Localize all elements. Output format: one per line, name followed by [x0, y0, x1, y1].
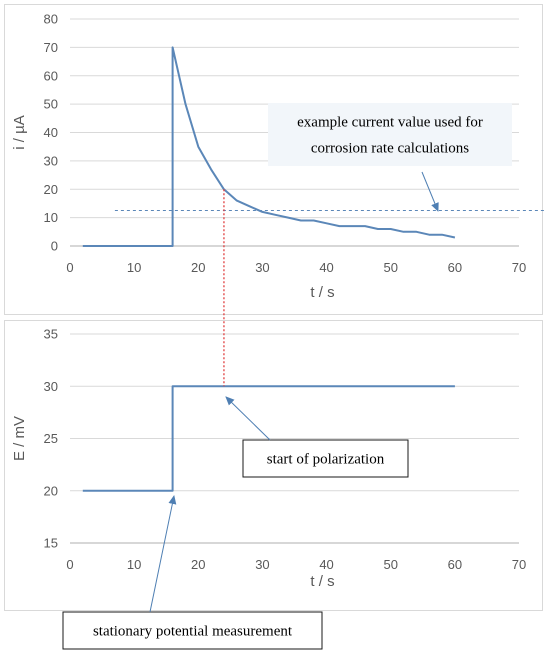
example-current: example current value used for corrosion …	[268, 103, 512, 166]
annotation-layer: example current value used for corrosion …	[62, 103, 546, 650]
x-tick-label: 10	[127, 557, 141, 572]
y-tick-label: 10	[44, 210, 58, 225]
y-tick-label: 35	[44, 327, 58, 342]
y-tick-label: 15	[44, 536, 58, 551]
x-tick-label: 10	[127, 260, 141, 275]
series-line	[82, 385, 455, 492]
y-tick-label: 30	[44, 379, 58, 394]
example-current-arrow	[421, 171, 439, 212]
y-tick-label: 0	[51, 239, 58, 254]
series-line	[82, 46, 456, 247]
example-current-box	[268, 103, 512, 166]
x-tick-label: 60	[448, 557, 462, 572]
x-tick-label: 70	[512, 557, 526, 572]
x-tick-label: 0	[66, 260, 73, 275]
y-tick-label: 50	[44, 97, 58, 112]
x-tick-label: 0	[66, 557, 73, 572]
start-of-polarization-text: start of polarization	[267, 452, 385, 468]
x-tick-label: 30	[255, 260, 269, 275]
stationary-potential: stationary potential measurement	[62, 611, 323, 650]
x-tick-label: 50	[383, 260, 397, 275]
stationary-potential-arrow	[149, 495, 177, 613]
y-axis-title: E / mV	[11, 416, 28, 461]
x-axis-title: t / s	[310, 284, 334, 301]
y-tick-label: 20	[44, 483, 58, 498]
x-axis-title: t / s	[310, 573, 334, 590]
stationary-potential-box	[62, 611, 323, 650]
y-tick-label: 40	[44, 125, 58, 140]
x-tick-label: 40	[319, 557, 333, 572]
x-tick-label: 50	[383, 557, 397, 572]
y-tick-label: 20	[44, 182, 58, 197]
start-of-polarization-arrow	[225, 396, 271, 441]
y-tick-label: 70	[44, 40, 58, 55]
x-tick-label: 20	[191, 260, 205, 275]
start-of-polarization-box	[242, 439, 409, 478]
start-of-polarization: start of polarization	[242, 439, 409, 478]
y-tick-label: 60	[44, 68, 58, 83]
example-current-text: example current value used for	[297, 115, 483, 131]
x-tick-label: 70	[512, 260, 526, 275]
y-tick-label: 80	[44, 12, 58, 27]
x-tick-label: 40	[319, 260, 333, 275]
stationary-potential-text: stationary potential measurement	[93, 624, 293, 640]
potential-chart: 15 20 25 30 35 0 10 20 30 40 50 60 70 t / s E / mV	[11, 327, 526, 591]
example-current-text: corrosion rate calculations	[311, 141, 469, 157]
x-tick-label: 20	[191, 557, 205, 572]
x-tick-label: 30	[255, 557, 269, 572]
x-tick-label: 60	[448, 260, 462, 275]
y-tick-label: 30	[44, 153, 58, 168]
y-axis-title: i / µA	[11, 115, 28, 149]
y-tick-label: 25	[44, 431, 58, 446]
